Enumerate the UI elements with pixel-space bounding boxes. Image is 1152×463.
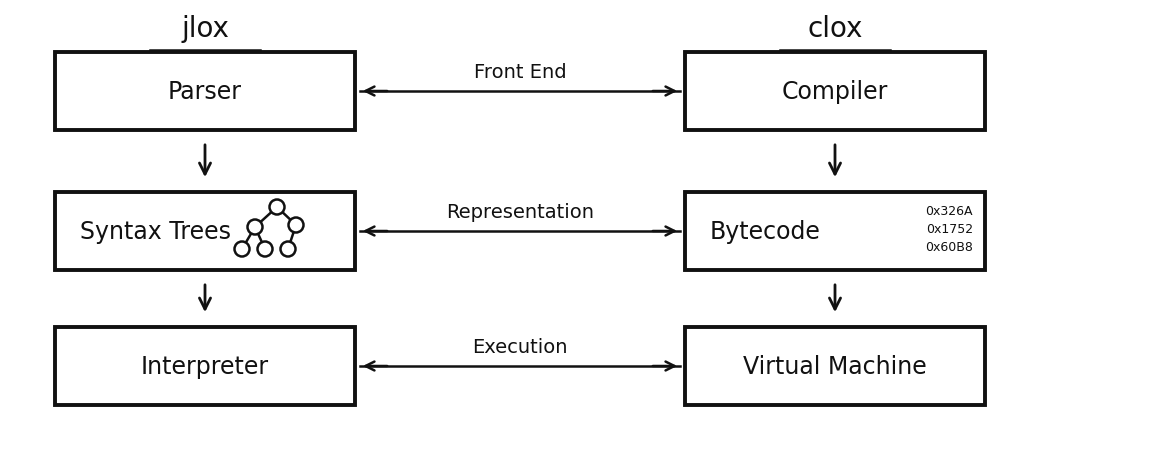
Bar — [685, 327, 985, 405]
Bar — [55, 53, 355, 131]
Text: Parser: Parser — [168, 80, 242, 104]
Text: Front End: Front End — [473, 63, 567, 82]
Bar — [685, 193, 985, 270]
Circle shape — [258, 242, 273, 257]
Circle shape — [280, 242, 296, 257]
Text: jlox: jlox — [181, 15, 229, 43]
Circle shape — [248, 220, 263, 235]
Bar — [55, 193, 355, 270]
Text: Compiler: Compiler — [782, 80, 888, 104]
Bar — [55, 327, 355, 405]
Text: Bytecode: Bytecode — [710, 219, 821, 244]
Circle shape — [288, 218, 303, 233]
Text: 0x326A
0x1752
0x60B8: 0x326A 0x1752 0x60B8 — [925, 205, 973, 254]
Text: Interpreter: Interpreter — [141, 354, 270, 378]
Bar — [685, 53, 985, 131]
Circle shape — [235, 242, 250, 257]
Circle shape — [270, 200, 285, 215]
Text: clox: clox — [808, 15, 863, 43]
Text: Syntax Trees: Syntax Trees — [79, 219, 232, 244]
Text: Execution: Execution — [472, 337, 568, 356]
Text: Representation: Representation — [446, 202, 594, 221]
Text: Virtual Machine: Virtual Machine — [743, 354, 927, 378]
